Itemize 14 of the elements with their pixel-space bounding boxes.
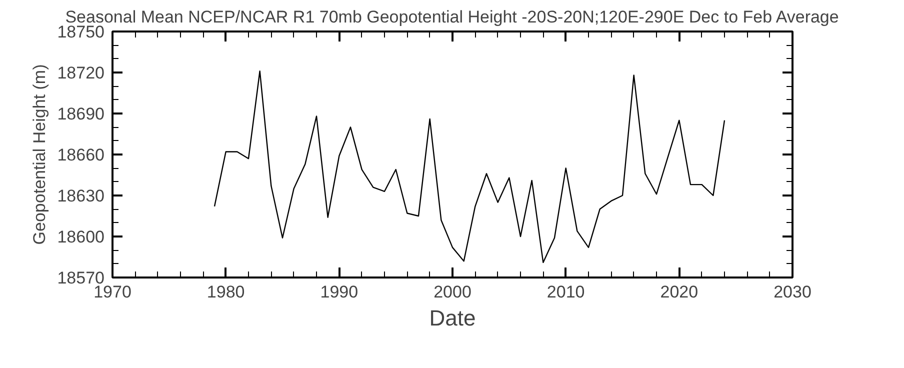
x-axis-title: Date xyxy=(429,306,476,330)
x-tick-label: 2030 xyxy=(774,282,812,302)
y-tick-label: 18720 xyxy=(57,64,105,82)
x-tick-label: 1990 xyxy=(320,282,358,302)
y-axis-title: Geopotential Height (m) xyxy=(30,64,50,245)
x-tick-label: 1980 xyxy=(206,282,245,302)
x-tick-label: 2010 xyxy=(546,282,585,302)
y-tick-label: 18690 xyxy=(57,104,105,124)
y-tick-label: 18660 xyxy=(57,146,105,164)
y-tick-label: 18600 xyxy=(57,228,105,246)
x-tick-label: 2020 xyxy=(660,282,698,302)
y-tick-label: 18630 xyxy=(57,186,105,206)
x-tick-label: 1970 xyxy=(94,282,132,302)
x-tick-label: 2000 xyxy=(434,282,472,302)
